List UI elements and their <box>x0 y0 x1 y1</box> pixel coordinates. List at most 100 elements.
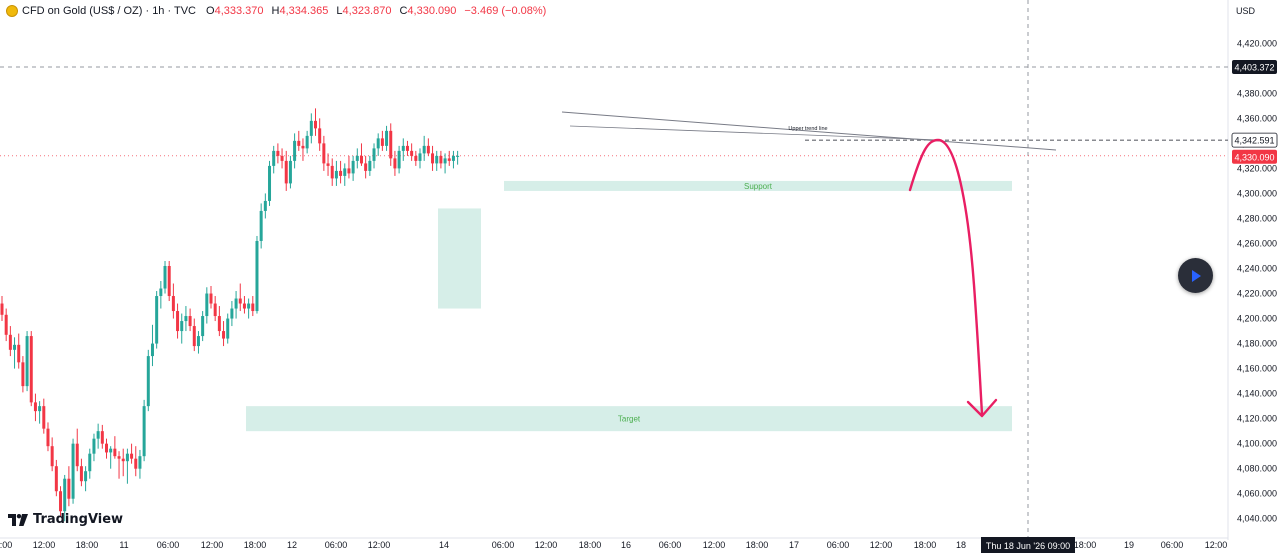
candle-body <box>17 344 21 363</box>
x-tick-label: 06:00 <box>325 540 348 550</box>
candle-body <box>163 265 167 289</box>
candle-body <box>314 120 317 129</box>
candle-body <box>418 153 422 161</box>
x-tick-label: 06:00 <box>1161 540 1184 550</box>
candle-body <box>456 155 460 157</box>
close-value: 4,330.090 <box>407 5 457 17</box>
candle-body <box>288 160 292 184</box>
candle-body <box>405 145 409 151</box>
y-tick-label: 4,060.000 <box>1237 489 1277 499</box>
x-tick-label: 18 <box>956 540 966 550</box>
x-tick-label: 18:00 <box>76 540 99 550</box>
candle-body <box>242 303 246 309</box>
low-value: 4,323.870 <box>342 5 392 17</box>
candle-body <box>92 438 96 454</box>
candle-body <box>0 303 4 315</box>
candle-body <box>100 431 104 444</box>
crosshair-price-label: 4,403.372 <box>1234 63 1274 73</box>
candle-body <box>201 316 205 337</box>
candle-body <box>259 210 263 241</box>
y-tick-label: 4,100.000 <box>1237 439 1277 449</box>
candle-body <box>25 336 29 387</box>
candle-body <box>105 443 108 453</box>
x-tick-label: 12:00 <box>535 540 558 550</box>
candle-body <box>121 458 125 462</box>
candle-body <box>138 456 142 469</box>
zone-target <box>246 406 1012 432</box>
candle-body <box>234 298 238 309</box>
candle-body <box>46 428 50 447</box>
candle-body <box>59 491 63 512</box>
open-value: 4,333.370 <box>214 5 264 17</box>
candle-body <box>263 200 267 211</box>
candle-body <box>401 145 405 151</box>
candle-body <box>293 140 297 161</box>
candle-body <box>309 120 313 136</box>
zone-support <box>504 180 1012 191</box>
y-tick-label: 4,380.000 <box>1237 88 1277 98</box>
level-price-label: 4,342.591 <box>1234 136 1274 146</box>
candle-body <box>150 343 154 357</box>
zone-label-target: Target <box>618 415 641 424</box>
x-tick-label: 11 <box>119 540 128 550</box>
candle-body <box>280 155 284 161</box>
candle-body <box>171 296 175 312</box>
candle-body <box>305 135 309 149</box>
play-button[interactable] <box>1178 258 1213 293</box>
candle-body <box>96 431 100 439</box>
candle-body <box>226 318 230 339</box>
x-tick-label: 16 <box>621 540 631 550</box>
candle-body <box>192 326 196 347</box>
candle-body <box>326 163 330 166</box>
x-tick-label: 12 <box>287 540 297 550</box>
candle-body <box>159 288 163 297</box>
level-price-label-bg <box>1232 133 1277 148</box>
tradingview-logo[interactable]: TradingView <box>8 512 123 527</box>
candle-body <box>21 362 25 387</box>
y-tick-label: 4,080.000 <box>1237 464 1277 474</box>
candle-body <box>364 163 368 171</box>
candle-body <box>297 140 301 146</box>
candle-body <box>414 155 418 161</box>
y-tick-label: 4,040.000 <box>1237 514 1277 524</box>
candle-body <box>84 471 88 482</box>
candle-body <box>318 128 322 144</box>
candle-body <box>439 155 443 164</box>
candle-body <box>75 443 79 467</box>
candle-body <box>125 453 129 462</box>
x-tick-label: 12:00 <box>1205 540 1228 550</box>
trend-line <box>561 111 1057 151</box>
y-tick-label: 4,200.000 <box>1237 314 1277 324</box>
x-tick-label: 18:00 <box>914 540 937 550</box>
candle-body <box>268 165 272 201</box>
candle-body <box>167 265 171 297</box>
play-icon <box>1191 269 1201 282</box>
candle-body <box>397 150 401 169</box>
candle-body <box>38 406 42 412</box>
candle-body <box>380 138 384 146</box>
close-label: C <box>399 5 408 17</box>
candle-body <box>322 143 326 164</box>
candle-body <box>347 168 351 174</box>
candle-body <box>359 155 363 164</box>
candle-body <box>334 170 338 179</box>
tradingview-logo-text: TradingView <box>33 512 124 527</box>
candle-body <box>113 448 117 457</box>
symbol-title[interactable]: CFD on Gold (US$ / OZ) · 1h · TVC <box>22 5 197 17</box>
x-tick-label: 12:00 <box>33 540 56 550</box>
candle-body <box>180 321 184 332</box>
candle-body <box>431 153 435 164</box>
candle-body <box>435 155 439 164</box>
forecast-arrow-head <box>966 398 998 418</box>
candle-body <box>355 155 359 161</box>
candle-body <box>393 158 397 169</box>
candle-body <box>410 150 414 156</box>
candle-body <box>451 155 455 161</box>
candle-body <box>351 160 355 174</box>
last-price-label-bg <box>1232 149 1277 164</box>
zone-label-support: Support <box>744 182 773 191</box>
candle-body <box>447 158 451 161</box>
x-tick-label: 12:00 <box>201 540 224 550</box>
candle-body <box>142 406 146 457</box>
